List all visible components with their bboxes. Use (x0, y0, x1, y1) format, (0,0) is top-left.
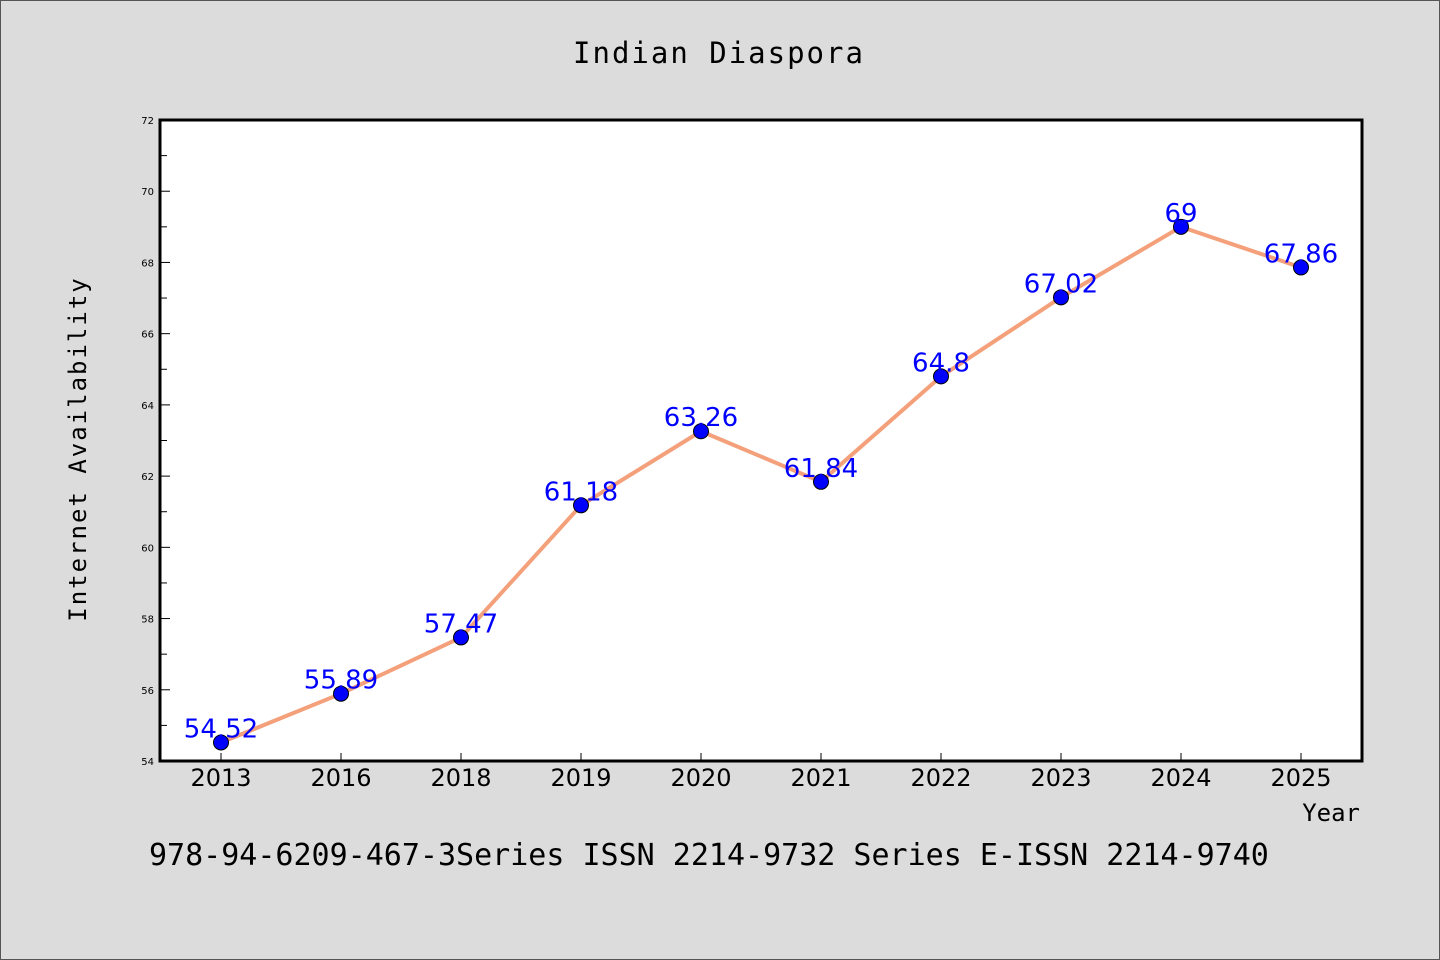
data-point (813, 473, 829, 490)
y-axis-ticks: 54 56 58 60 62 64 66 68 70 72 (141, 116, 170, 768)
y-tick-label: 62 (141, 472, 154, 483)
data-point (333, 685, 349, 702)
data-label: 67.02 (1024, 269, 1098, 299)
x-tick-label: 2019 (550, 764, 611, 792)
series-layer: 54.52 55.89 57.47 61.18 63.26 61.84 64.8 67.02 6… (184, 199, 1338, 751)
data-label: 64.8 (912, 348, 970, 378)
x-tick-label: 2021 (790, 764, 851, 792)
footer-text: 978-94-6209-467-3Series ISSN 2214-9732 S… (149, 838, 1269, 873)
data-point (1053, 289, 1069, 306)
x-tick-label: 2023 (1030, 764, 1091, 792)
data-label: 63.26 (664, 403, 738, 433)
data-label: 55.89 (304, 666, 378, 696)
y-tick-label: 54 (141, 757, 154, 768)
data-label: 67.86 (1264, 239, 1338, 269)
data-point (1293, 259, 1309, 276)
y-tick-label: 64 (141, 401, 154, 412)
x-tick-label: 2025 (1270, 764, 1331, 792)
x-tick-label: 2013 (190, 764, 251, 792)
y-axis-label: Internet Availability (64, 276, 92, 621)
data-label: 57.47 (424, 609, 498, 639)
y-tick-label: 68 (141, 258, 154, 269)
x-tick-label: 2024 (1150, 764, 1211, 792)
plot-area (158, 118, 1364, 763)
x-axis-label: Year (1302, 799, 1360, 827)
data-label: 61.18 (544, 477, 618, 507)
y-tick-label: 56 (141, 686, 154, 697)
y-tick-label: 70 (141, 187, 154, 198)
data-point (1173, 218, 1189, 235)
data-label: 69 (1164, 199, 1197, 229)
data-point (933, 368, 949, 385)
chart-title: Indian Diaspora (573, 36, 865, 70)
y-tick-label: 72 (141, 116, 154, 127)
data-point (213, 734, 229, 751)
data-label: 54.52 (184, 714, 258, 744)
x-tick-label: 2022 (910, 764, 971, 792)
x-axis-ticks: 2013 2016 2018 2019 2020 2021 2022 2023 2024 2025 (190, 753, 1332, 792)
x-tick-label: 2020 (670, 764, 731, 792)
data-point (693, 423, 709, 440)
y-tick-label: 60 (141, 543, 154, 554)
data-label: 61.84 (784, 454, 858, 484)
series-line (219, 224, 1303, 745)
data-point (453, 629, 469, 646)
x-tick-label: 2016 (310, 764, 371, 792)
y-tick-label: 66 (141, 330, 154, 341)
data-point (573, 497, 589, 514)
x-tick-label: 2018 (430, 764, 491, 792)
y-tick-label: 58 (141, 615, 154, 626)
